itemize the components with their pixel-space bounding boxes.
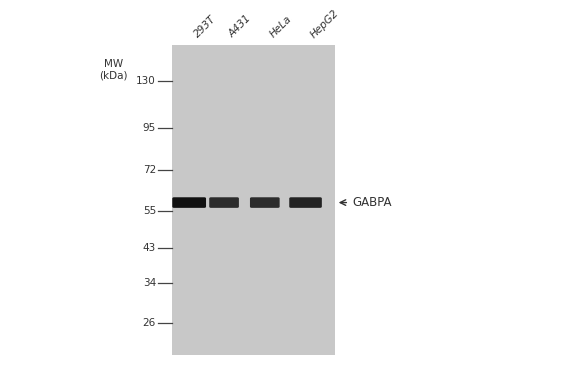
Text: HepG2: HepG2 [308,8,340,40]
Text: 43: 43 [143,243,156,253]
Text: 55: 55 [143,206,156,215]
Text: 95: 95 [143,123,156,133]
Text: 26: 26 [143,318,156,328]
Text: 130: 130 [136,76,156,86]
Text: GABPA: GABPA [352,196,392,209]
Text: HeLa: HeLa [268,14,293,40]
FancyBboxPatch shape [172,197,206,208]
Text: 72: 72 [143,165,156,175]
FancyBboxPatch shape [250,197,279,208]
FancyBboxPatch shape [210,197,239,208]
FancyBboxPatch shape [289,197,322,208]
Text: MW
(kDa): MW (kDa) [100,59,127,80]
Text: 34: 34 [143,278,156,288]
Bar [172,45,335,355]
Text: 293T: 293T [192,14,218,40]
Text: A431: A431 [227,14,253,40]
